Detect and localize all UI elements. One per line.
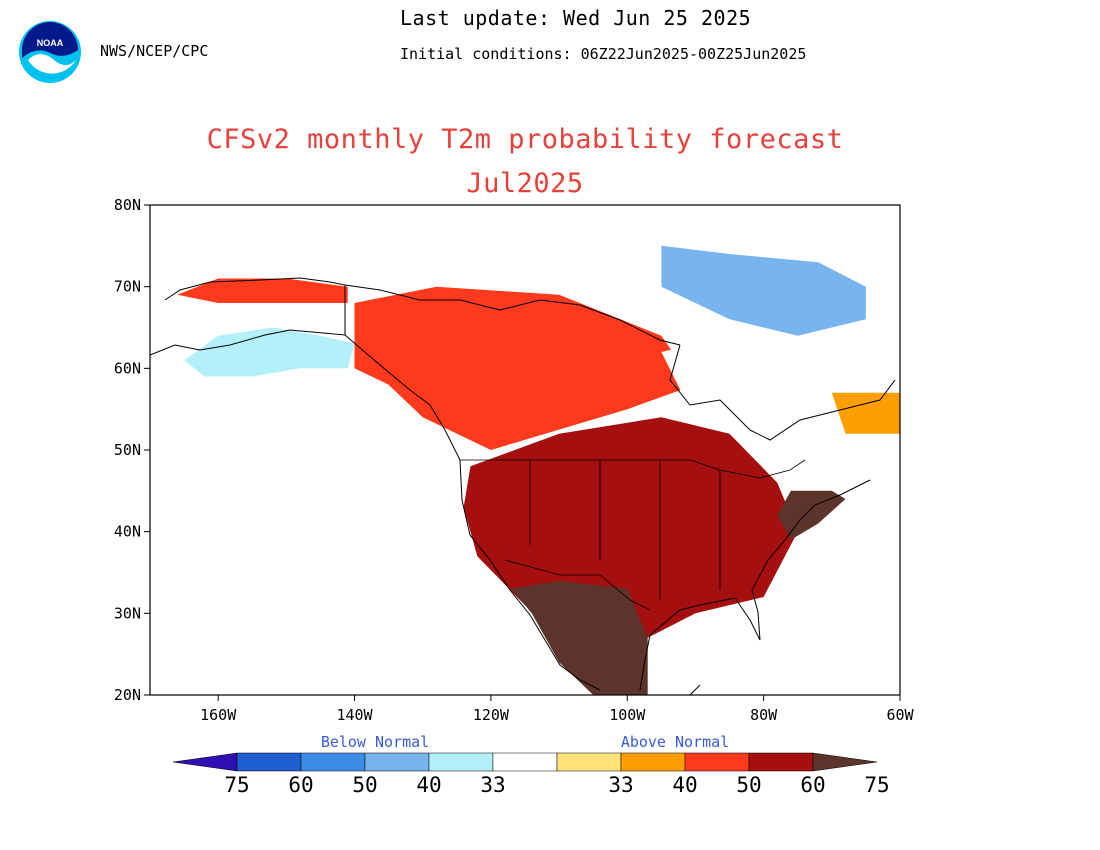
lat-tick-label: 30N xyxy=(114,604,141,622)
region-canadian-arctic xyxy=(661,245,866,336)
colorbar-label: 50 xyxy=(736,773,761,797)
colorbar-swatch xyxy=(748,752,814,772)
colorbar-label: 33 xyxy=(480,773,505,797)
colorbar-swatch xyxy=(364,752,430,772)
map-subtitle: Jul2025 xyxy=(466,168,584,199)
region-alaska-north-slope xyxy=(177,278,348,303)
initial-conditions-text: Initial conditions: 06Z22Jun2025-00Z25Ju… xyxy=(400,45,807,63)
lat-tick-label: 20N xyxy=(114,686,141,704)
colorbar-label: 60 xyxy=(288,773,313,797)
colorbar-swatch xyxy=(620,752,686,772)
lon-tick-label: 80W xyxy=(750,706,778,724)
colorbar-label: 75 xyxy=(224,773,249,797)
region-mexico-and-southwest xyxy=(511,580,648,695)
lat-tick-label: 60N xyxy=(114,359,141,377)
probability-shading xyxy=(177,245,900,695)
colorbar-label: 33 xyxy=(608,773,633,797)
lon-tick-label: 100W xyxy=(609,706,646,724)
latitude-axis: 80N 70N 60N 50N 40N 30N 20N xyxy=(114,196,150,704)
colorbar-label: 50 xyxy=(352,773,377,797)
noaa-logo: NOAA xyxy=(19,21,81,83)
below-normal-label: Below Normal xyxy=(321,733,429,751)
region-hudson-bay xyxy=(661,335,778,410)
colorbar-label: 40 xyxy=(416,773,441,797)
above-normal-label: Above Normal xyxy=(621,733,729,751)
last-update-text: Last update: Wed Jun 25 2025 xyxy=(400,6,752,30)
region-labrador xyxy=(831,392,900,434)
lon-tick-label: 120W xyxy=(473,706,510,724)
lat-tick-label: 40N xyxy=(114,523,141,541)
lon-tick-label: 140W xyxy=(336,706,373,724)
region-northeast xyxy=(777,490,846,540)
colorbar-label: 60 xyxy=(800,773,825,797)
colorbar-swatch xyxy=(492,752,558,772)
colorbar-arrow-low xyxy=(172,752,238,772)
logo-text: NOAA xyxy=(37,38,64,48)
colorbar-legend: Below Normal Above Normal 75 60 50 40 33 33 40… xyxy=(172,733,890,797)
lat-tick-label: 50N xyxy=(114,441,141,459)
colorbar-swatch xyxy=(428,752,494,772)
colorbar-label: 75 xyxy=(864,773,889,797)
colorbar-swatch xyxy=(684,752,750,772)
agency-text: NWS/NCEP/CPC xyxy=(100,42,209,60)
region-alaska-interior xyxy=(184,327,355,377)
colorbar-swatch xyxy=(300,752,366,772)
colorbar-swatch xyxy=(556,752,622,772)
colorbar-labels: 75 60 50 40 33 33 40 50 60 75 xyxy=(224,773,889,797)
lon-tick-label: 60W xyxy=(886,706,914,724)
region-western-canada xyxy=(354,286,696,450)
colorbar-arrow-high xyxy=(812,752,878,772)
political-borders xyxy=(344,285,806,611)
colorbar-label: 40 xyxy=(672,773,697,797)
coastline-outline xyxy=(150,277,896,695)
lat-tick-label: 70N xyxy=(114,278,141,296)
lat-tick-label: 80N xyxy=(114,196,141,214)
colorbar-swatch xyxy=(236,752,302,772)
map-title: CFSv2 monthly T2m probability forecast xyxy=(206,124,844,155)
lon-tick-label: 160W xyxy=(200,706,237,724)
longitude-axis: 160W 140W 120W 100W 80W 60W xyxy=(200,695,915,724)
